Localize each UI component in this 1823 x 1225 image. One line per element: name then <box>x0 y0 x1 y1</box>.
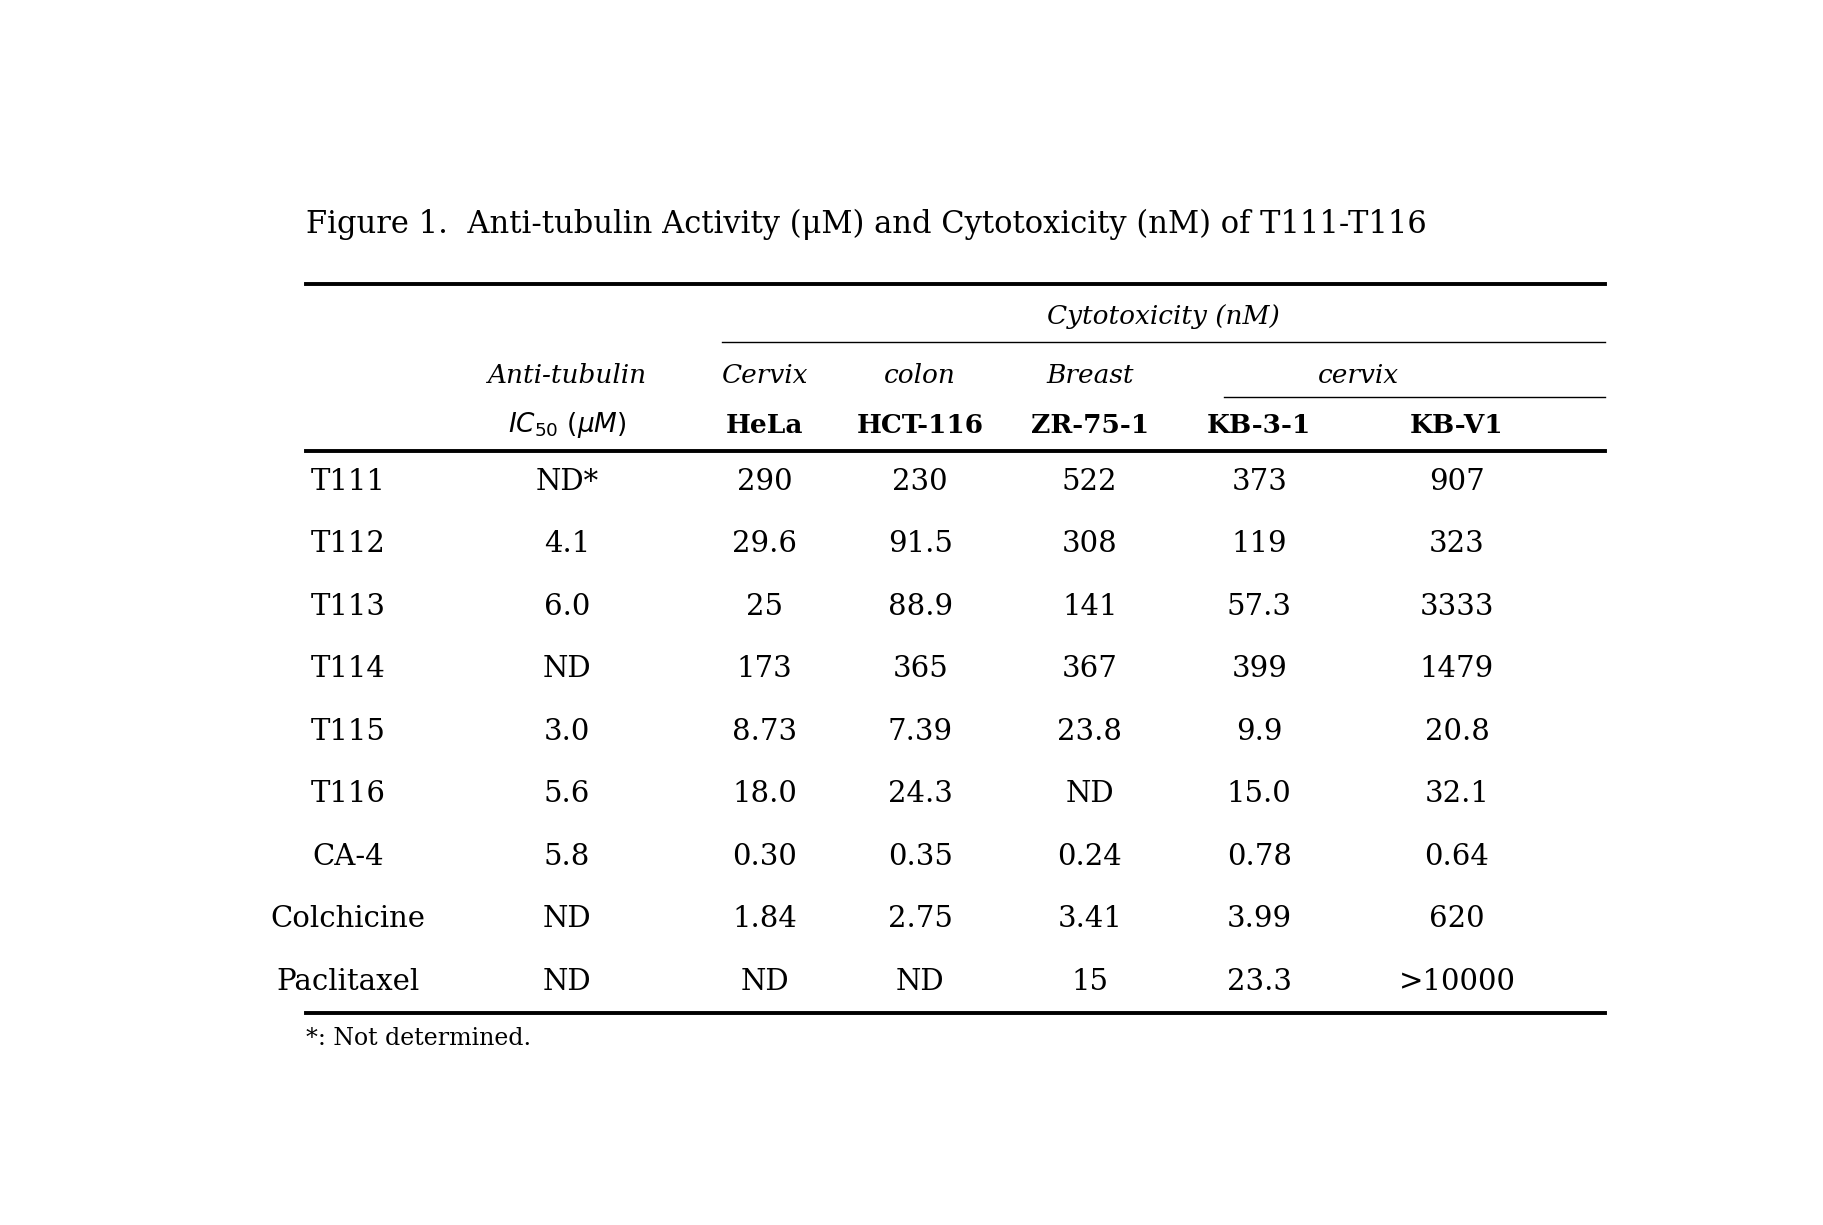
Text: 29.6: 29.6 <box>733 530 797 559</box>
Text: 3333: 3333 <box>1420 593 1495 621</box>
Text: Figure 1.  Anti-tubulin Activity (μM) and Cytotoxicity (nM) of T111-T116: Figure 1. Anti-tubulin Activity (μM) and… <box>306 208 1426 240</box>
Text: 4.1: 4.1 <box>543 530 591 559</box>
Text: 23.3: 23.3 <box>1227 968 1293 996</box>
Text: T116: T116 <box>310 780 385 809</box>
Text: colon: colon <box>884 363 955 388</box>
Text: ND*: ND* <box>536 468 598 496</box>
Text: 18.0: 18.0 <box>733 780 797 809</box>
Text: 3.41: 3.41 <box>1057 905 1123 933</box>
Text: 20.8: 20.8 <box>1424 718 1489 746</box>
Text: 3.99: 3.99 <box>1227 905 1293 933</box>
Text: 25: 25 <box>746 593 784 621</box>
Text: 230: 230 <box>891 468 948 496</box>
Text: 0.35: 0.35 <box>888 843 953 871</box>
Text: 907: 907 <box>1429 468 1486 496</box>
Text: T115: T115 <box>310 718 385 746</box>
Text: 23.8: 23.8 <box>1057 718 1123 746</box>
Text: 0.24: 0.24 <box>1057 843 1123 871</box>
Text: ND: ND <box>1065 780 1114 809</box>
Text: ND: ND <box>740 968 789 996</box>
Text: Cytotoxicity (nM): Cytotoxicity (nM) <box>1048 304 1280 330</box>
Text: T112: T112 <box>310 530 385 559</box>
Text: KB-V1: KB-V1 <box>1411 413 1504 437</box>
Text: T111: T111 <box>310 468 385 496</box>
Text: ND: ND <box>543 655 591 684</box>
Text: 15: 15 <box>1072 968 1108 996</box>
Text: 6.0: 6.0 <box>543 593 591 621</box>
Text: 0.30: 0.30 <box>733 843 797 871</box>
Text: ND: ND <box>895 968 944 996</box>
Text: 5.6: 5.6 <box>543 780 591 809</box>
Text: cervix: cervix <box>1318 363 1398 388</box>
Text: 1479: 1479 <box>1420 655 1495 684</box>
Text: 9.9: 9.9 <box>1236 718 1283 746</box>
Text: 2.75: 2.75 <box>888 905 953 933</box>
Text: 173: 173 <box>736 655 793 684</box>
Text: *: Not determined.: *: Not determined. <box>306 1027 530 1050</box>
Text: >10000: >10000 <box>1398 968 1515 996</box>
Text: 0.78: 0.78 <box>1227 843 1293 871</box>
Text: 24.3: 24.3 <box>888 780 953 809</box>
Text: T113: T113 <box>310 593 385 621</box>
Text: 365: 365 <box>891 655 948 684</box>
Text: HCT-116: HCT-116 <box>857 413 984 437</box>
Text: 32.1: 32.1 <box>1424 780 1489 809</box>
Text: 119: 119 <box>1231 530 1287 559</box>
Text: 5.8: 5.8 <box>543 843 591 871</box>
Text: T114: T114 <box>310 655 385 684</box>
Text: 7.39: 7.39 <box>888 718 953 746</box>
Text: Breast: Breast <box>1046 363 1134 388</box>
Text: 3.0: 3.0 <box>543 718 591 746</box>
Text: 290: 290 <box>736 468 793 496</box>
Text: 141: 141 <box>1063 593 1117 621</box>
Text: 8.73: 8.73 <box>733 718 797 746</box>
Text: 88.9: 88.9 <box>888 593 953 621</box>
Text: $\mathit{IC_{50}}$ $\mathit{(\mu M)}$: $\mathit{IC_{50}}$ $\mathit{(\mu M)}$ <box>507 410 627 440</box>
Text: Paclitaxel: Paclitaxel <box>277 968 419 996</box>
Text: Cervix: Cervix <box>722 363 808 388</box>
Text: Anti-tubulin: Anti-tubulin <box>487 363 647 388</box>
Text: 522: 522 <box>1063 468 1117 496</box>
Text: ND: ND <box>543 905 591 933</box>
Text: ZR-75-1: ZR-75-1 <box>1030 413 1148 437</box>
Text: 308: 308 <box>1061 530 1117 559</box>
Text: 0.64: 0.64 <box>1424 843 1489 871</box>
Text: 399: 399 <box>1231 655 1287 684</box>
Text: HeLa: HeLa <box>726 413 804 437</box>
Text: ND: ND <box>543 968 591 996</box>
Text: 323: 323 <box>1429 530 1486 559</box>
Text: Colchicine: Colchicine <box>270 905 425 933</box>
Text: CA-4: CA-4 <box>312 843 385 871</box>
Text: 620: 620 <box>1429 905 1486 933</box>
Text: 91.5: 91.5 <box>888 530 953 559</box>
Text: 57.3: 57.3 <box>1227 593 1293 621</box>
Text: 373: 373 <box>1231 468 1287 496</box>
Text: 1.84: 1.84 <box>733 905 797 933</box>
Text: 15.0: 15.0 <box>1227 780 1293 809</box>
Text: KB-3-1: KB-3-1 <box>1207 413 1311 437</box>
Text: 367: 367 <box>1061 655 1117 684</box>
